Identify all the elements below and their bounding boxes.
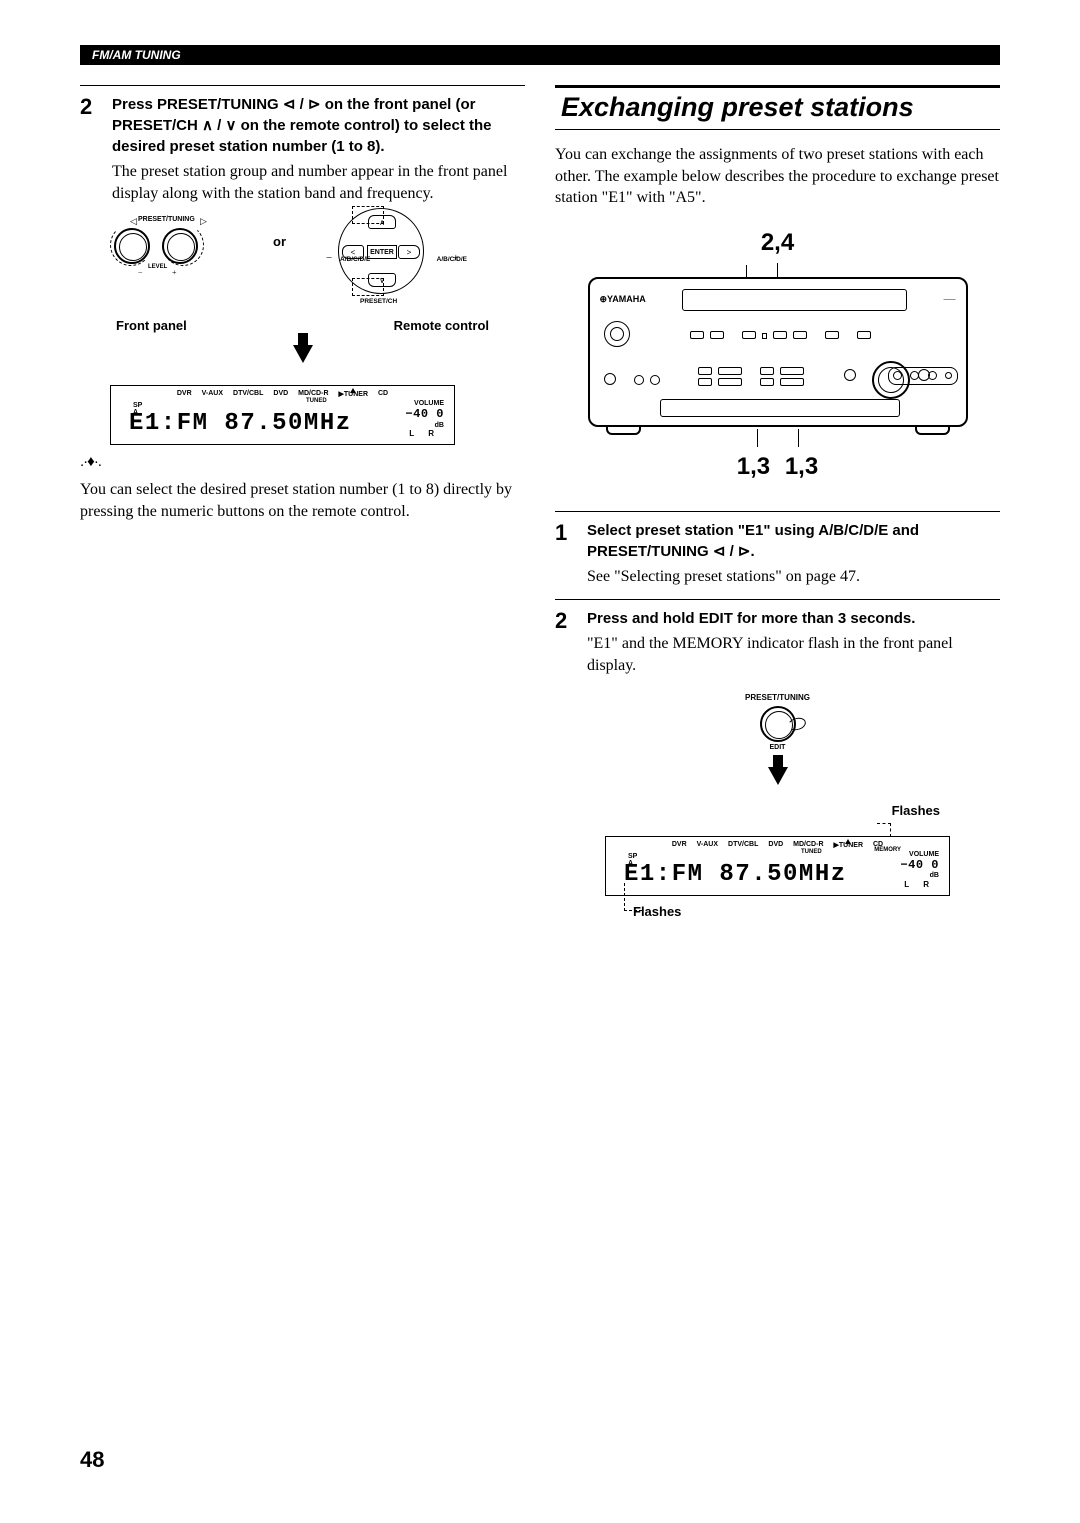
page-number: 48 xyxy=(80,1447,104,1473)
edit-label: EDIT xyxy=(555,744,1000,751)
preset-tuning-label: PRESET/TUNING xyxy=(555,693,1000,702)
preset-tuning-label: PRESET/TUNING xyxy=(138,216,195,223)
abcde-label: A/B/C/D/E xyxy=(340,256,370,263)
section-title: Exchanging preset stations xyxy=(555,85,1000,130)
callout-top: 2,4 xyxy=(555,229,1000,257)
intro-text: You can exchange the assignments of two … xyxy=(555,144,1000,209)
display-main: E1:FM 87.50MHz xyxy=(624,861,847,888)
plus-icon: + xyxy=(172,268,177,277)
step-desc: "E1" and the MEMORY indicator flash in t… xyxy=(587,633,1000,676)
display-panel: DVR V-AUX DTV/CBL DVD MD/CD-R ▶TUNER CD … xyxy=(110,385,455,445)
tip-text: You can select the desired preset statio… xyxy=(80,479,525,522)
jack-icon xyxy=(844,369,856,381)
step-number: 2 xyxy=(555,608,587,676)
front-panel-label: Front panel xyxy=(116,318,187,333)
step-desc: See "Selecting preset stations" on page … xyxy=(587,566,1000,588)
left-column: 2 Press PRESET/TUNING ⊲ / ⊳ on the front… xyxy=(80,85,525,919)
remote-control-label: Remote control xyxy=(394,318,489,333)
display-sources: DVR V-AUX DTV/CBL DVD MD/CD-R ▶TUNER CD xyxy=(111,390,454,398)
tip-icon: .·♦·. xyxy=(80,453,101,470)
right-step-2: 2 Press and hold EDIT for more than 3 se… xyxy=(555,599,1000,676)
step-number: 1 xyxy=(555,520,587,588)
display-panel-2: DVR V-AUX DTV/CBL DVD MD/CD-R ▶TUNER CD … xyxy=(605,836,950,896)
knob-icon xyxy=(114,228,150,264)
flashes-label-top: Flashes xyxy=(555,803,940,818)
yamaha-logo: ⊕YAMAHA xyxy=(600,294,646,305)
presetch-label: PRESET/CH xyxy=(360,298,397,305)
tuned-label: TUNED xyxy=(801,849,822,855)
edit-knob-diagram: PRESET/TUNING EDIT xyxy=(555,693,1000,751)
header-bar: FM/AM TUNING xyxy=(80,45,1000,65)
edit-knob-icon xyxy=(760,706,796,742)
arrow-down-icon xyxy=(768,767,788,785)
enter-button: ENTER xyxy=(367,245,397,259)
minus-icon: − xyxy=(326,252,332,264)
volume-label: VOLUME −40 0 dB xyxy=(900,851,939,881)
arrow-down-icon xyxy=(293,345,313,363)
power-ring-icon xyxy=(604,321,630,347)
control-diagram: PRESET/TUNING ◁ ▷ LEVEL − xyxy=(110,216,525,306)
receiver-diagram: ⊕YAMAHA —— xyxy=(588,277,968,427)
or-label: or xyxy=(273,234,286,249)
memory-label: MEMORY xyxy=(874,847,901,853)
volume-label: VOLUME −40 0 dB xyxy=(405,400,444,430)
front-knob: PRESET/TUNING ◁ ▷ LEVEL − xyxy=(110,216,265,306)
tuned-label: TUNED xyxy=(306,398,327,404)
step-title: Select preset station "E1" using A/B/C/D… xyxy=(587,520,1000,562)
flashes-label-bottom: Flashes xyxy=(633,904,1000,919)
right-step-1: 1 Select preset station "E1" using A/B/C… xyxy=(555,511,1000,588)
display-slot-icon xyxy=(682,289,907,311)
display-main: E1:FM 87.50MHz xyxy=(129,410,352,437)
right-tri-icon: ▷ xyxy=(200,216,207,227)
abcde-label: A/B/C/D/E xyxy=(437,256,467,263)
step-title: Press PRESET/TUNING ⊲ / ⊳ on the front p… xyxy=(112,94,525,157)
left-step-2: 2 Press PRESET/TUNING ⊲ / ⊳ on the front… xyxy=(80,85,525,204)
callout-bottom: 1,3 1,3 xyxy=(555,453,1000,481)
knob-icon xyxy=(162,228,198,264)
right-column: Exchanging preset stations You can excha… xyxy=(555,85,1000,919)
lr-label: L R xyxy=(409,429,440,438)
minus-icon: − xyxy=(138,268,143,277)
remote-dpad: − + ∧ ∨ < > ENTER A/B/C/D/E A/B/C/D/E PR… xyxy=(298,216,463,306)
step-title: Press and hold EDIT for more than 3 seco… xyxy=(587,608,1000,629)
step-number: 2 xyxy=(80,94,112,204)
right-button-icon: > xyxy=(398,245,420,259)
step-desc: The preset station group and number appe… xyxy=(112,161,525,204)
lr-label: L R xyxy=(904,880,935,889)
level-label: LEVEL xyxy=(148,264,167,270)
